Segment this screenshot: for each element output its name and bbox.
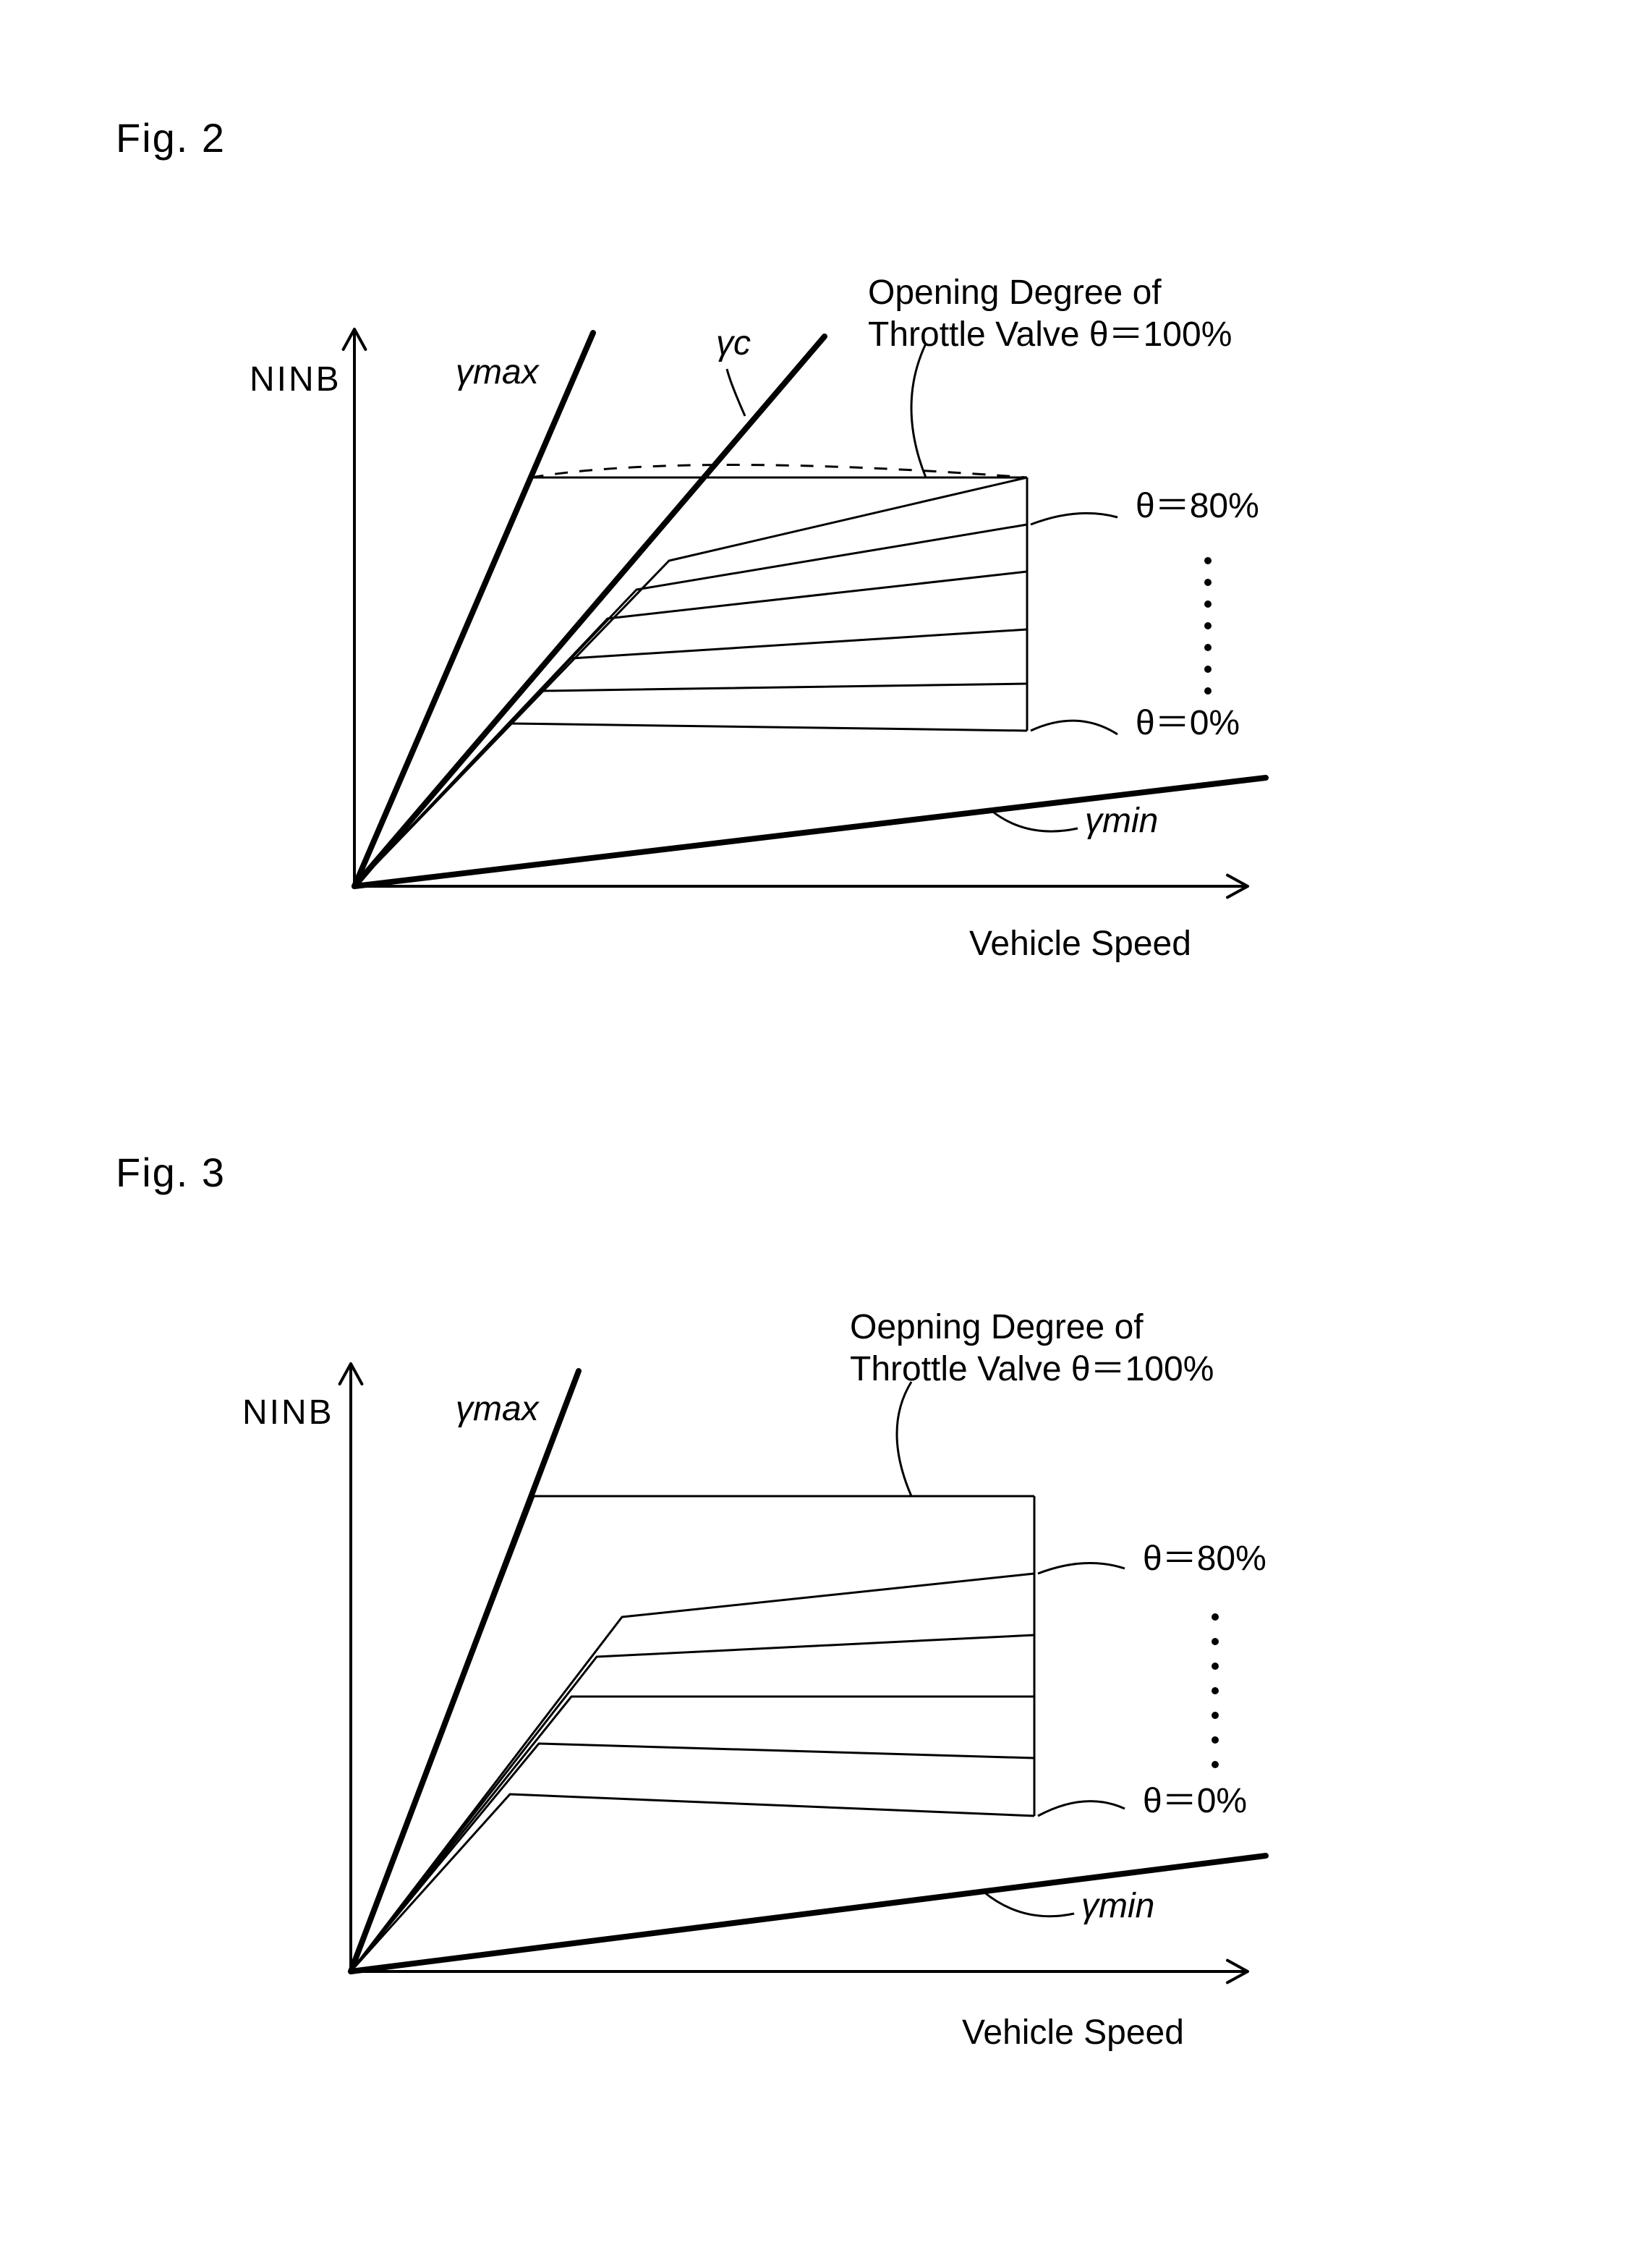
title-line1: Opening Degree of (868, 273, 1162, 312)
throttle-curve (351, 1635, 1034, 1971)
page-root: Fig. 2 NINB Vehicle Speed Opening Degree of… (0, 0, 1652, 2246)
leader-theta-80 (1031, 513, 1117, 525)
gamma-c-line (354, 336, 825, 886)
vdots-dot (1212, 1761, 1219, 1768)
leader-theta-0 (1038, 1801, 1125, 1816)
diagram-canvas: Fig. 2 NINB Vehicle Speed Opening Degree of… (0, 0, 1652, 2246)
throttle-curve (354, 477, 1027, 886)
gamma-c-label: γc (716, 324, 751, 362)
vdots-dot (1212, 1736, 1219, 1744)
figure-caption: Fig. 3 (116, 1150, 226, 1195)
vdots-dot (1212, 1712, 1219, 1719)
throttle-curve (351, 1794, 1034, 1971)
title-line1: Oepning Degree of (850, 1308, 1144, 1346)
theta-80-label: θ＝80% (1143, 1540, 1266, 1578)
vdots-dot (1204, 579, 1212, 586)
title-line2: Throttle Valve θ＝100% (850, 1350, 1214, 1388)
gamma-max-line (354, 333, 593, 886)
theta-0-label: θ＝0% (1136, 704, 1240, 742)
theta-0-label: θ＝0% (1143, 1782, 1247, 1820)
gamma-max-label: γmax (456, 353, 540, 391)
figure-caption: Fig. 2 (116, 115, 226, 161)
gamma-max-label: γmax (456, 1390, 540, 1428)
vdots-dot (1204, 622, 1212, 629)
vdots-dot (1212, 1663, 1219, 1670)
vdots-dot (1204, 666, 1212, 673)
leader-title (897, 1382, 911, 1496)
leader-gamma-min (991, 810, 1078, 831)
y-axis-label: NINB (250, 360, 341, 399)
x-axis-label: Vehicle Speed (969, 925, 1191, 963)
theta-80-label: θ＝80% (1136, 487, 1259, 525)
vdots-dot (1204, 687, 1212, 695)
vdots-dot (1204, 644, 1212, 651)
throttle-curve (351, 1574, 1034, 1971)
vdots-dot (1204, 557, 1212, 564)
leader-theta-0 (1031, 721, 1117, 734)
throttle-curve (354, 684, 1027, 886)
x-axis-label: Vehicle Speed (962, 2013, 1184, 2052)
vdots-dot (1212, 1638, 1219, 1645)
y-axis-label: NINB (242, 1393, 334, 1432)
vdots-dot (1212, 1687, 1219, 1694)
title-line2: Throttle Valve θ＝100% (868, 315, 1232, 354)
leader-gamma-c (727, 369, 745, 416)
gamma-min-label: γmin (1081, 1887, 1154, 1925)
vdots-dot (1212, 1613, 1219, 1621)
throttle-curve (354, 525, 1027, 886)
dashed-envelope (531, 465, 1027, 478)
vdots-dot (1204, 600, 1212, 608)
leader-title (911, 344, 926, 477)
throttle-curve (354, 723, 1027, 886)
gamma-min-label: γmin (1085, 802, 1158, 840)
leader-theta-80 (1038, 1563, 1125, 1574)
leader-gamma-min (984, 1892, 1074, 1916)
